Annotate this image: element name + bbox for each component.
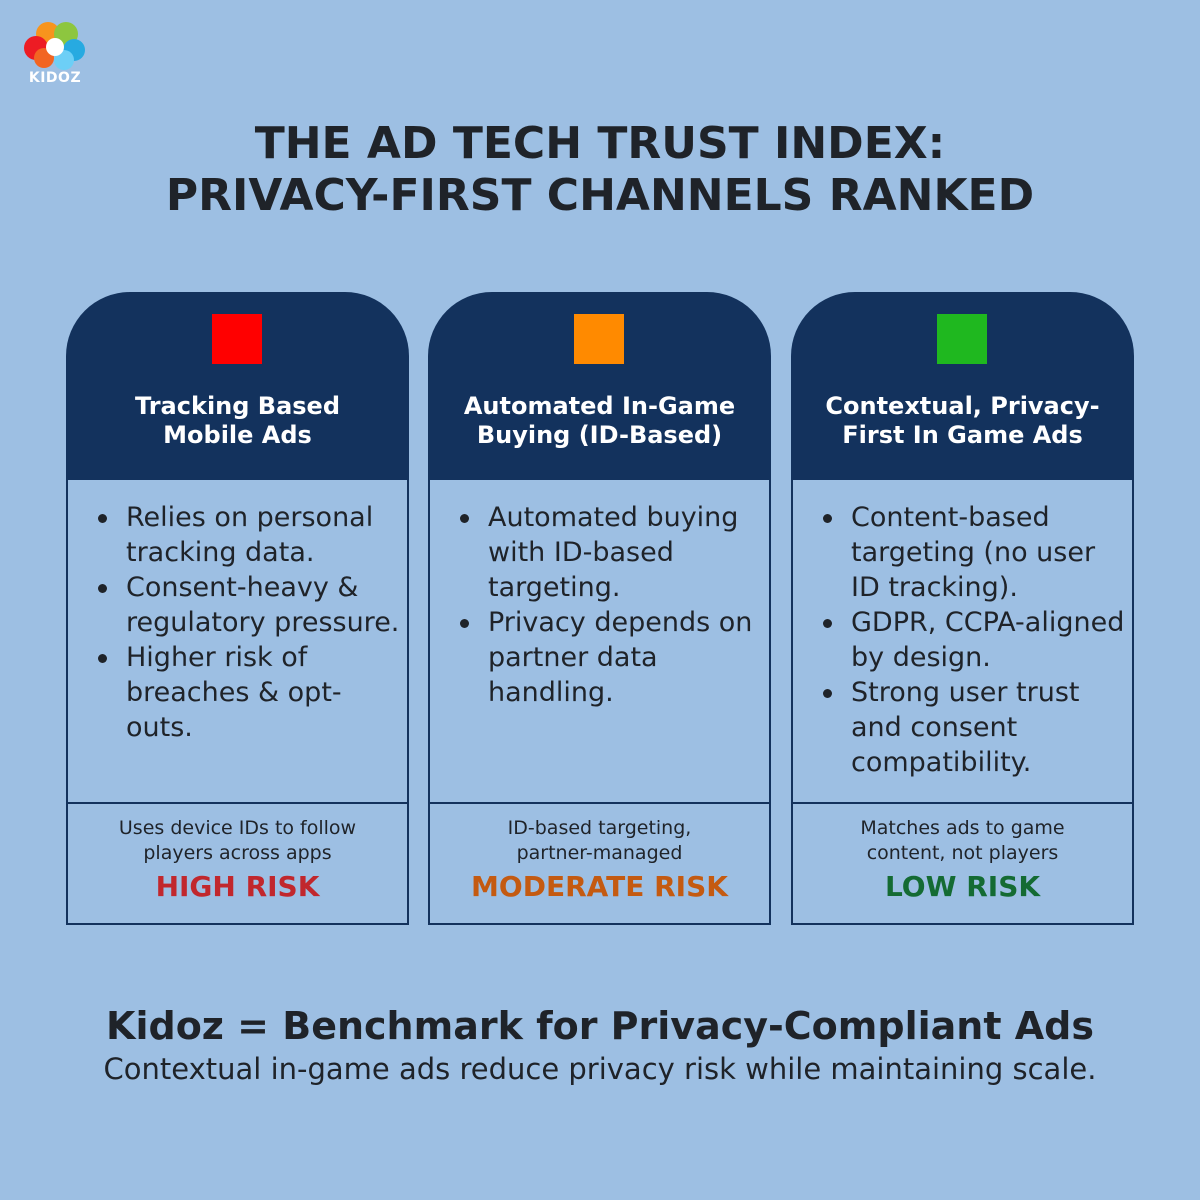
bullet-text: Relies on personal tracking data.	[126, 502, 374, 568]
bullet-text: Content-based targeting (no user ID trac…	[851, 502, 1096, 603]
list-item: Strong user trust and consent compatibil…	[819, 675, 1128, 780]
bullet-dot-icon	[460, 619, 469, 628]
footer-headline: Kidoz = Benchmark for Privacy-Compliant …	[106, 1004, 1094, 1048]
list-item: GDPR, CCPA-aligned by design.	[819, 605, 1128, 675]
bullet-dot-icon	[98, 584, 107, 593]
card-title: Contextual, Privacy- First In Game Ads	[801, 392, 1124, 450]
bullet-text: Strong user trust and consent compatibil…	[851, 677, 1080, 778]
logo-text: KIDOZ	[28, 70, 82, 86]
card-header: Contextual, Privacy- First In Game Ads	[791, 292, 1134, 480]
list-item: Content-based targeting (no user ID trac…	[819, 500, 1128, 605]
list-item: Privacy depends on partner data handling…	[456, 605, 765, 710]
card-note-line-1: Uses device IDs to follow	[118, 817, 357, 839]
bullet-text: Automated buying with ID-based targeting…	[488, 502, 739, 603]
list-item: Automated buying with ID-based targeting…	[456, 500, 765, 605]
card-title-line-2: Mobile Ads	[163, 421, 312, 449]
risk-label: LOW RISK	[884, 870, 1041, 903]
bullet-dot-icon	[98, 514, 107, 523]
bullet-dot-icon	[98, 654, 107, 663]
page-title: THE AD TECH TRUST INDEX: PRIVACY-FIRST C…	[0, 118, 1200, 222]
bullet-dot-icon	[823, 514, 832, 523]
risk-swatch-green	[937, 314, 987, 364]
card-title-line-2: Buying (ID-Based)	[476, 421, 723, 449]
card-note-line-2: content, not players	[866, 842, 1059, 864]
footer-subtext: Contextual in-game ads reduce privacy ri…	[103, 1052, 1097, 1086]
bullet-list: Automated buying with ID-based targeting…	[456, 500, 765, 710]
bullet-dot-icon	[823, 619, 832, 628]
title-line-1: THE AD TECH TRUST INDEX:	[254, 118, 946, 169]
card-header: Automated In-Game Buying (ID-Based)	[428, 292, 771, 480]
card-note-line-2: partner-managed	[516, 842, 683, 864]
bullet-list: Relies on personal tracking data. Consen…	[94, 500, 403, 745]
list-item: Consent-heavy & regulatory pressure.	[94, 570, 403, 640]
card-note: Uses device IDs to follow players across…	[78, 816, 397, 866]
card-note-line-1: ID-based targeting,	[507, 817, 692, 839]
card-contextual-privacy-first: Contextual, Privacy- First In Game Ads C…	[791, 292, 1134, 925]
bullet-list: Content-based targeting (no user ID trac…	[819, 500, 1128, 780]
risk-swatch-red	[212, 314, 262, 364]
card-header: Tracking Based Mobile Ads	[66, 292, 409, 480]
card-title-line-1: Tracking Based	[134, 392, 341, 420]
bullet-dot-icon	[823, 689, 832, 698]
bullet-text: Higher risk of breaches & opt-outs.	[126, 642, 342, 743]
risk-label: MODERATE RISK	[471, 870, 728, 903]
divider	[68, 802, 407, 804]
bullet-text: Privacy depends on partner data handling…	[488, 607, 753, 708]
list-item: Higher risk of breaches & opt-outs.	[94, 640, 403, 745]
card-tracking-based: Tracking Based Mobile Ads Relies on pers…	[66, 292, 409, 925]
card-title-line-1: Automated In-Game	[463, 392, 736, 420]
risk-swatch-orange	[574, 314, 624, 364]
kidoz-flower-icon	[24, 22, 85, 70]
card-note: Matches ads to game content, not players	[803, 816, 1122, 866]
card-note-line-2: players across apps	[143, 842, 332, 864]
card-note: ID-based targeting, partner-managed	[440, 816, 759, 866]
bullet-text: Consent-heavy & regulatory pressure.	[126, 572, 400, 638]
card-title-line-2: First In Game Ads	[842, 421, 1083, 449]
channel-cards: Tracking Based Mobile Ads Relies on pers…	[66, 292, 1134, 925]
card-automated-in-game: Automated In-Game Buying (ID-Based) Auto…	[428, 292, 771, 925]
title-line-2: PRIVACY-FIRST CHANNELS RANKED	[165, 170, 1035, 221]
card-note-line-1: Matches ads to game	[860, 817, 1065, 839]
divider	[430, 802, 769, 804]
card-body: Automated buying with ID-based targeting…	[428, 480, 771, 925]
list-item: Relies on personal tracking data.	[94, 500, 403, 570]
card-title-line-1: Contextual, Privacy-	[825, 392, 1100, 420]
card-body: Relies on personal tracking data. Consen…	[66, 480, 409, 925]
bullet-text: GDPR, CCPA-aligned by design.	[851, 607, 1125, 673]
card-title: Automated In-Game Buying (ID-Based)	[438, 392, 761, 450]
card-body: Content-based targeting (no user ID trac…	[791, 480, 1134, 925]
divider	[793, 802, 1132, 804]
risk-label: HIGH RISK	[155, 870, 320, 903]
card-title: Tracking Based Mobile Ads	[76, 392, 399, 450]
bullet-dot-icon	[460, 514, 469, 523]
kidoz-logo: KIDOZ	[24, 20, 86, 92]
